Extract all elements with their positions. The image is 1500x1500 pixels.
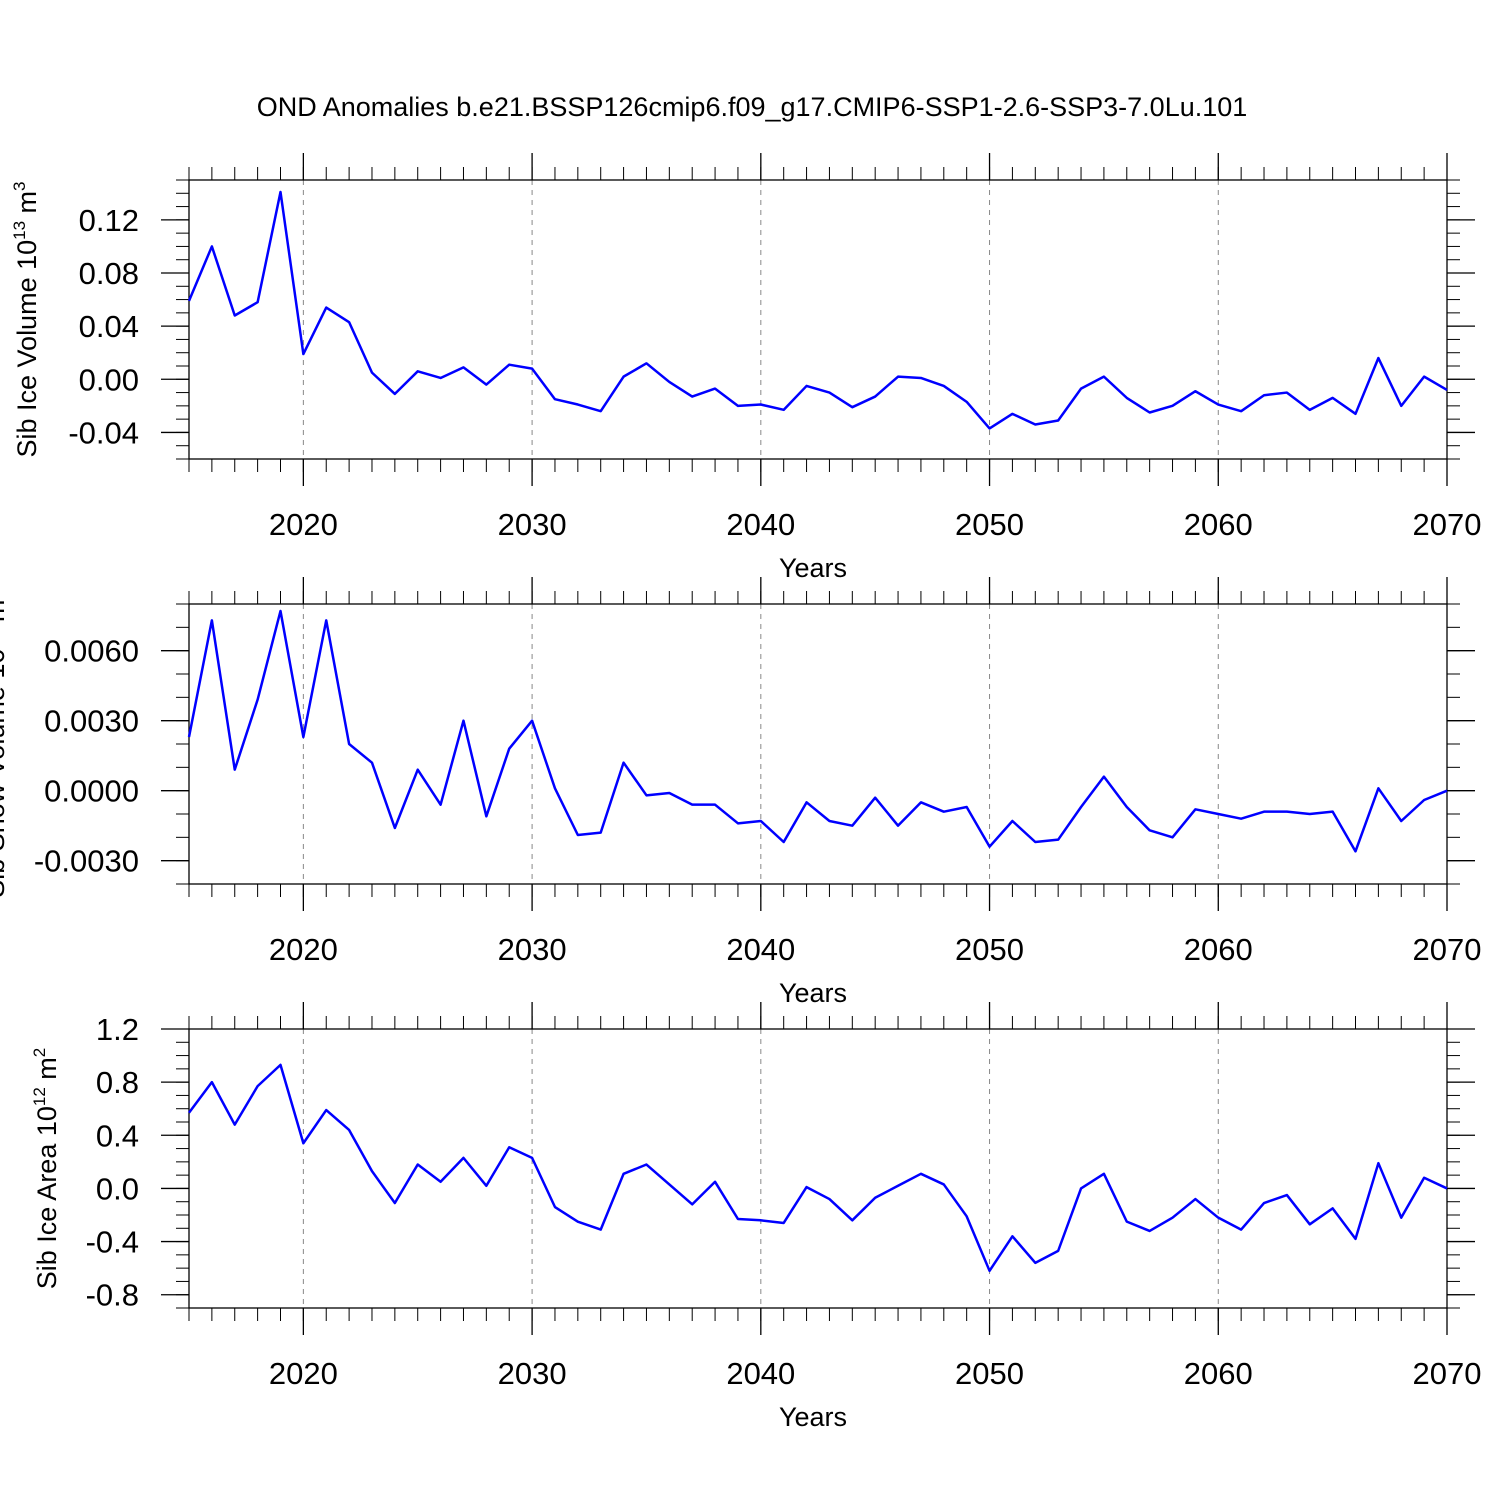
plot-frame [188,603,1448,885]
y-tick-label: 0.04 [79,309,139,344]
x-tick-label: 2050 [955,1356,1024,1391]
y-axis-label-part: Sib Ice Area 10 [32,1106,62,1289]
x-tick-label: 2040 [726,932,795,967]
y-axis-label: Sib Ice Area 1012 m2 [30,1048,62,1290]
y-tick-label: 0.08 [79,256,139,291]
y-tick-label: 0.12 [79,203,139,238]
y-axis-label-sup: 3 [10,181,29,190]
y-axis-label-sup: 13 [10,221,29,240]
x-tick-label: 2070 [1413,507,1482,542]
y-axis-label-part: m [32,1057,62,1087]
x-axis-label: Years [779,553,847,583]
chart-title: OND Anomalies b.e21.BSSP126cmip6.f09_g17… [257,92,1248,122]
x-axis-label: Years [779,1402,847,1432]
x-tick-label: 2060 [1184,507,1253,542]
x-tick-label: 2050 [955,507,1024,542]
x-tick-label: 2060 [1184,932,1253,967]
data-line [187,609,1448,853]
panel: 2020 2030 2040 2050 2060 2070 -0.04 0.00 0.04 0.0… [10,153,1481,583]
y-tick-label: 0.0030 [44,704,139,739]
y-tick-label: -0.0030 [34,844,139,879]
x-tick-label: 2020 [269,507,338,542]
x-tick-label: 2030 [498,1356,567,1391]
x-tick-label: 2030 [498,507,567,542]
y-tick-label: -0.8 [86,1278,139,1313]
x-tick-label: 2040 [726,507,795,542]
data-line [187,1063,1448,1273]
y-tick-label: 0.0060 [44,634,139,669]
y-tick-label: 0.00 [79,362,139,397]
panel: 2020 2030 2040 2050 2060 2070 -0.8 -0.4 0.0 0.4 0.… [30,1002,1481,1432]
x-tick-label: 2070 [1413,932,1482,967]
x-tick-label: 2070 [1413,1356,1482,1391]
y-tick-label: 1.2 [96,1012,139,1047]
x-tick-label: 2020 [269,1356,338,1391]
y-tick-label: -0.4 [86,1225,139,1260]
y-axis-label-sup: 12 [30,1087,49,1106]
y-axis-label-part: m [0,600,10,630]
plot-frame [188,179,1448,460]
y-axis-label: Sib Snow Volume 1013 m3 [0,590,10,898]
x-tick-label: 2030 [498,932,567,967]
y-axis-label-part: m [12,191,42,221]
y-tick-label: -0.04 [68,415,139,450]
panel: 2020 2030 2040 2050 2060 2070 -0.0030 0.0000 0.0… [0,577,1481,1008]
x-tick-label: 2060 [1184,1356,1253,1391]
plot-frame [188,1028,1448,1309]
y-tick-label: 0.0 [96,1171,139,1206]
y-tick-label: 0.0000 [44,774,139,809]
data-line [187,190,1448,430]
x-axis-label: Years [779,978,847,1008]
x-tick-label: 2040 [726,1356,795,1391]
y-tick-label: 0.8 [96,1065,139,1100]
x-tick-label: 2020 [269,932,338,967]
x-tick-label: 2050 [955,932,1024,967]
y-tick-label: 0.4 [96,1118,139,1153]
y-axis-label: Sib Ice Volume 1013 m3 [10,181,42,457]
y-axis-label-sup: 2 [30,1048,49,1057]
y-axis-label-part: Sib Snow Volume 10 [0,649,10,898]
y-axis-label-part: Sib Ice Volume 10 [12,240,42,458]
